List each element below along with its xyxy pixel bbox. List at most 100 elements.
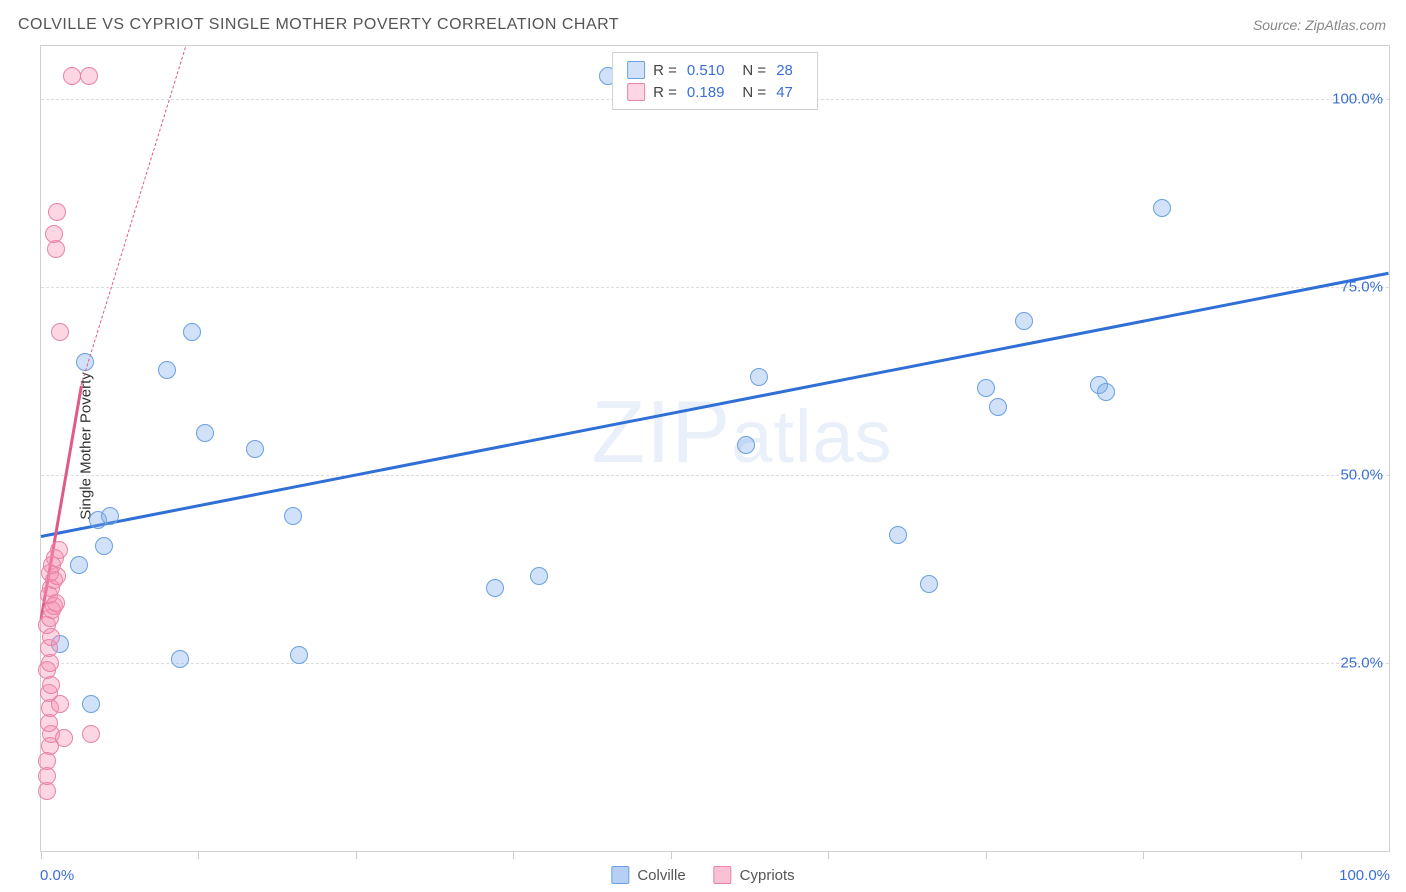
scatter-point [41,737,59,755]
legend-item-cypriots: Cypriots [714,866,795,884]
scatter-point [183,323,201,341]
scatter-point [284,507,302,525]
trend-line [81,46,187,385]
scatter-point [95,537,113,555]
scatter-point [42,676,60,694]
scatter-point [45,571,63,589]
scatter-point [530,567,548,585]
y-tick-label: 100.0% [1332,90,1383,107]
scatter-point [196,424,214,442]
chart-title: COLVILLE VS CYPRIOT SINGLE MOTHER POVERT… [18,16,619,34]
scatter-point [40,639,58,657]
watermark: ZIPatlas [591,381,892,483]
plot-frame: ZIPatlas R = 0.510 N = 28 R = 0.189 N = … [40,45,1390,852]
legend-r-label: R = [653,84,677,101]
scatter-point [45,225,63,243]
trend-line [41,272,1390,538]
legend-swatch-colville [627,61,645,79]
legend-n-label: N = [742,62,766,79]
x-tick [1143,851,1144,859]
scatter-point [1090,376,1108,394]
scatter-point [40,714,58,732]
x-axis-min-label: 0.0% [40,867,74,884]
scatter-point [80,67,98,85]
legend-r-value: 0.510 [687,62,725,79]
legend-label: Colville [637,867,685,884]
scatter-point [38,616,56,634]
trend-line [40,386,83,620]
gridline [41,475,1389,476]
x-tick [41,851,42,859]
y-tick-label: 75.0% [1340,278,1383,295]
scatter-point [158,361,176,379]
scatter-point [50,541,68,559]
legend-r-value: 0.189 [687,84,725,101]
scatter-point [51,323,69,341]
scatter-point [43,601,61,619]
legend-r-label: R = [653,62,677,79]
scatter-point [45,597,63,615]
scatter-point [737,436,755,454]
legend-n-value: 47 [776,84,793,101]
chart-header: COLVILLE VS CYPRIOT SINGLE MOTHER POVERT… [0,0,1406,40]
scatter-point [41,609,59,627]
scatter-point [41,564,59,582]
scatter-point [82,725,100,743]
scatter-point [889,526,907,544]
x-tick [356,851,357,859]
x-tick [513,851,514,859]
scatter-point [38,752,56,770]
scatter-point [47,240,65,258]
scatter-point [41,699,59,717]
scatter-point [40,586,58,604]
legend-swatch-icon [611,866,629,884]
legend-stats: R = 0.510 N = 28 R = 0.189 N = 47 [612,52,818,110]
scatter-point [42,579,60,597]
x-tick [198,851,199,859]
x-axis-max-label: 100.0% [1339,867,1390,884]
x-tick [1301,851,1302,859]
scatter-point [55,729,73,747]
scatter-point [89,511,107,529]
scatter-point [750,368,768,386]
legend-n-label: N = [742,84,766,101]
legend-item-colville: Colville [611,866,685,884]
x-tick [671,851,672,859]
legend-series: Colville Cypriots [611,866,794,884]
plot-area: ZIPatlas R = 0.510 N = 28 R = 0.189 N = … [41,46,1389,851]
scatter-point [38,661,56,679]
scatter-point [101,507,119,525]
scatter-point [48,567,66,585]
y-tick-label: 50.0% [1340,466,1383,483]
scatter-point [486,579,504,597]
scatter-point [48,203,66,221]
legend-swatch-icon [714,866,732,884]
scatter-point [38,782,56,800]
gridline [41,287,1389,288]
scatter-point [46,549,64,567]
scatter-point [1153,199,1171,217]
scatter-point [290,646,308,664]
scatter-point [920,575,938,593]
scatter-point [63,67,81,85]
scatter-point [43,556,61,574]
legend-swatch-cypriots [627,83,645,101]
gridline [41,663,1389,664]
scatter-point [1015,312,1033,330]
legend-stats-row: R = 0.510 N = 28 [627,59,803,81]
scatter-point [171,650,189,668]
y-tick-label: 25.0% [1340,654,1383,671]
scatter-point [42,725,60,743]
scatter-point [246,440,264,458]
x-tick [828,851,829,859]
scatter-point [82,695,100,713]
chart-source: Source: ZipAtlas.com [1253,17,1386,33]
scatter-point [70,556,88,574]
legend-stats-row: R = 0.189 N = 47 [627,81,803,103]
x-tick [986,851,987,859]
scatter-point [47,594,65,612]
scatter-point [76,353,94,371]
scatter-point [40,684,58,702]
scatter-point [38,767,56,785]
scatter-point [989,398,1007,416]
